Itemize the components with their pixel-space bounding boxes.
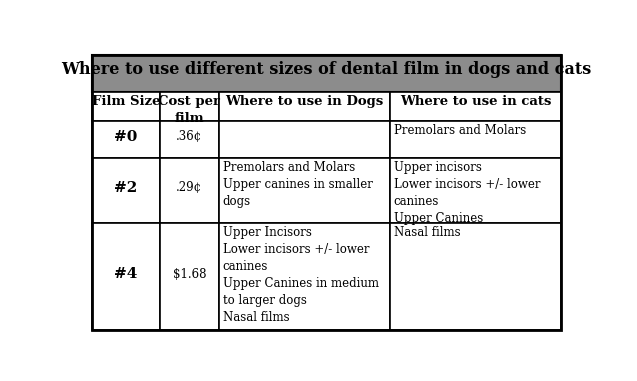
Text: Nasal films: Nasal films (394, 226, 461, 239)
Bar (92, 54, 561, 92)
Bar (390, 223, 561, 330)
Text: Film Size: Film Size (92, 95, 161, 108)
Bar (218, 121, 390, 158)
Text: .29¢: .29¢ (176, 181, 203, 194)
Text: #0: #0 (114, 130, 138, 144)
Text: Where to use different sizes of dental film in dogs and cats: Where to use different sizes of dental f… (61, 61, 592, 78)
Text: Where to use in Dogs: Where to use in Dogs (225, 95, 383, 108)
Bar (92, 223, 160, 330)
Bar (390, 121, 561, 158)
Bar (160, 121, 218, 158)
Bar (92, 92, 160, 121)
Bar (218, 92, 390, 121)
Bar (218, 158, 390, 223)
Bar (390, 92, 561, 121)
Text: #4: #4 (114, 267, 138, 281)
Bar (160, 158, 218, 223)
Text: $1.68: $1.68 (173, 268, 206, 281)
Bar (390, 158, 561, 223)
Text: .36¢: .36¢ (176, 130, 203, 144)
Text: #2: #2 (115, 181, 138, 195)
Text: Premolars and Molars: Premolars and Molars (394, 124, 526, 137)
Text: Where to use in cats: Where to use in cats (399, 95, 551, 108)
Bar (160, 92, 218, 121)
Bar (92, 121, 160, 158)
Bar (218, 223, 390, 330)
Text: Upper incisors
Lower incisors +/- lower
canines
Upper Canines: Upper incisors Lower incisors +/- lower … (394, 162, 540, 226)
Text: Upper Incisors
Lower incisors +/- lower
canines
Upper Canines in medium
to large: Upper Incisors Lower incisors +/- lower … (222, 226, 378, 324)
Bar (92, 158, 160, 223)
Text: Premolars and Molars
Upper canines in smaller
dogs: Premolars and Molars Upper canines in sm… (222, 162, 373, 208)
Bar (160, 223, 218, 330)
Text: Cost per
film: Cost per film (158, 95, 220, 125)
